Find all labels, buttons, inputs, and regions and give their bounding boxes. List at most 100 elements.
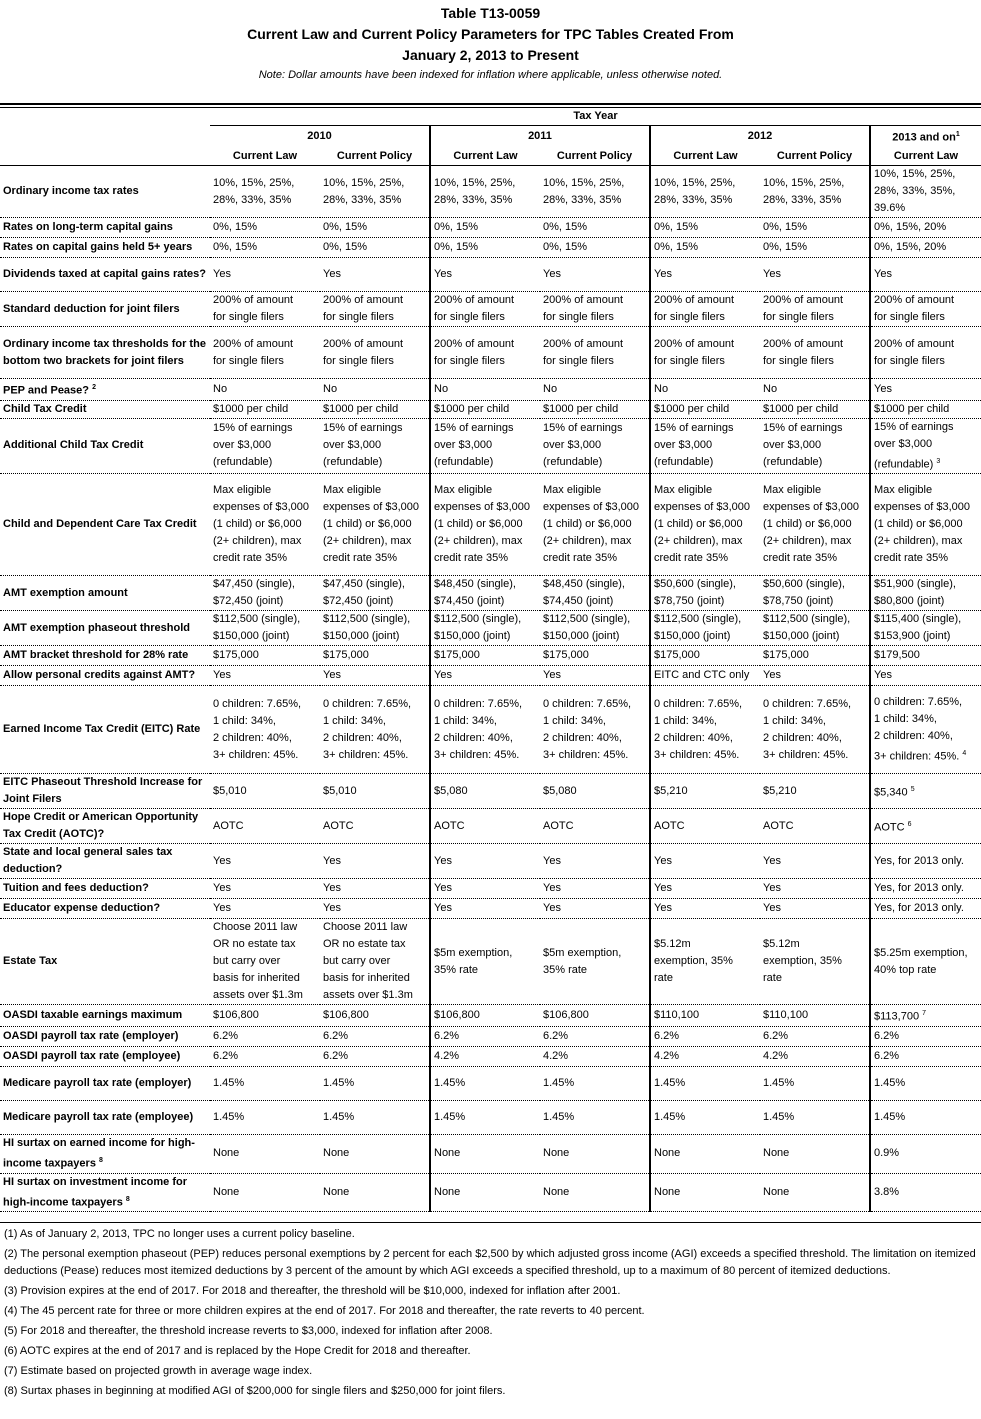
column-header: Current Law xyxy=(868,147,981,166)
table-cell: 0 children: 7.65%, 1 child: 34%, 2 child… xyxy=(649,685,760,775)
year-header: 2013 and on1 xyxy=(868,125,981,148)
table-cell: None xyxy=(320,1173,430,1213)
table-cell: $5,210 xyxy=(760,773,870,810)
table-cell: $5m exemption, 35% rate xyxy=(429,918,540,1006)
table-cell: 10%, 15%, 25%, 28%, 33%, 35% xyxy=(429,165,540,218)
table-cell: $110,100 xyxy=(649,1004,760,1027)
table-cell: None xyxy=(429,1173,540,1213)
table-cell: $1000 per child xyxy=(429,400,540,419)
table-cell: 6.2% xyxy=(760,1026,870,1047)
table-cell: 6.2% xyxy=(210,1026,320,1047)
table-cell: No xyxy=(540,378,650,401)
table-cell: Yes xyxy=(540,665,650,687)
table-cell: 10%, 15%, 25%, 28%, 33%, 35% xyxy=(320,165,430,218)
table-cell: Yes xyxy=(868,665,981,687)
table-cell: 1.45% xyxy=(760,1066,870,1101)
table-row: Hope Credit or American Opportunity Tax … xyxy=(0,808,981,845)
table-row: Allow personal credits against AMT? Yes Ye… xyxy=(0,665,981,687)
table-cell: 6.2% xyxy=(868,1046,981,1067)
table-cell: AOTC xyxy=(760,808,870,845)
column-header: Current Law xyxy=(232,149,298,162)
table-cell: 0%, 15% xyxy=(429,217,540,238)
table-row: AMT exemption phaseout threshold $112,500… xyxy=(0,610,981,647)
table-cell: $5,080 xyxy=(540,773,650,810)
table-note: Note: Dollar amounts have been indexed f… xyxy=(258,69,723,81)
double-rule xyxy=(0,103,981,108)
table-cell: AOTC xyxy=(649,808,760,845)
table-cell: No xyxy=(320,378,430,401)
table-cell: $47,450 (single), $72,450 (joint) xyxy=(210,575,320,612)
table-row: Rates on capital gains held 5+ years 0%, … xyxy=(0,237,981,258)
table-cell: Yes, for 2013 only. xyxy=(868,898,981,920)
row-label: OASDI taxable earnings maximum xyxy=(0,1004,210,1027)
table-cell: Yes xyxy=(649,898,760,920)
row-label: EITC Phaseout Threshold Increase for Joi… xyxy=(0,773,210,810)
table-cell: Yes xyxy=(429,843,540,880)
table-cell: Yes xyxy=(320,665,430,687)
table-cell: AOTC xyxy=(429,808,540,845)
table-cell: 1.45% xyxy=(320,1066,430,1101)
table-cell: 6.2% xyxy=(649,1026,760,1047)
column-header: Current Policy xyxy=(776,149,853,162)
table-row: PEP and Pease? 2 No No No No No No Yes xyxy=(0,378,981,401)
table-row: Estate Tax Choose 2011 law OR no estate t… xyxy=(0,918,981,1006)
table-row: Rates on long-term capital gains 0%, 15% 0… xyxy=(0,217,981,238)
table-cell: 1.45% xyxy=(540,1066,650,1101)
table-row: Dividends taxed at capital gains rates? Y… xyxy=(0,257,981,292)
table-cell: 15% of earnings over $3,000 (refundable)… xyxy=(868,418,981,475)
table-cell: 4.2% xyxy=(760,1046,870,1067)
row-label: Medicare payroll tax rate (employee) xyxy=(0,1100,210,1135)
table-cell: Yes xyxy=(429,257,540,292)
table-cell: 0 children: 7.65%, 1 child: 34%, 2 child… xyxy=(540,685,650,775)
row-label: HI surtax on earned income for high-inco… xyxy=(0,1134,210,1174)
column-header: Current Policy xyxy=(556,149,633,162)
table-row: AMT bracket threshold for 28% rate $175,0… xyxy=(0,645,981,667)
table-cell: $106,800 xyxy=(429,1004,540,1027)
table-row: EITC Phaseout Threshold Increase for Joi… xyxy=(0,773,981,810)
table-cell: 200% of amount for single filers xyxy=(320,326,430,379)
table-cell: $48,450 (single), $74,450 (joint) xyxy=(429,575,540,612)
table-cell: 0%, 15% xyxy=(649,217,760,238)
table-cell: 4.2% xyxy=(540,1046,650,1067)
table-cell: Yes, for 2013 only. xyxy=(868,843,981,880)
table-row: Earned Income Tax Credit (EITC) Rate 0 ch… xyxy=(0,685,981,775)
table-cell: 1.45% xyxy=(210,1066,320,1101)
table-cell: $106,800 xyxy=(320,1004,430,1027)
table-cell: Yes xyxy=(210,878,320,900)
table-cell: AOTC 6 xyxy=(868,808,981,845)
row-label: HI surtax on investment income for high-… xyxy=(0,1173,210,1213)
table-row: Child and Dependent Care Tax Credit Max e… xyxy=(0,473,981,577)
table-cell: 10%, 15%, 25%, 28%, 33%, 35% xyxy=(540,165,650,218)
table-cell: Yes xyxy=(760,665,870,687)
year-header: 2011 xyxy=(429,125,650,148)
table-cell: Yes xyxy=(760,257,870,292)
table-cell: 0.9% xyxy=(868,1134,981,1174)
row-label: PEP and Pease? 2 xyxy=(0,378,210,401)
row-label: Rates on capital gains held 5+ years xyxy=(0,237,210,258)
table-cell: $106,800 xyxy=(540,1004,650,1027)
footnote: (7) Estimate based on projected growth i… xyxy=(4,1365,313,1378)
table-cell: 4.2% xyxy=(429,1046,540,1067)
table-cell: 0%, 15% xyxy=(429,237,540,258)
table-cell: Yes xyxy=(649,257,760,292)
table-cell: 15% of earnings over $3,000 (refundable) xyxy=(320,418,430,475)
table-cell: $106,800 xyxy=(210,1004,320,1027)
table-cell: Yes xyxy=(320,898,430,920)
table-cell: $5.25m exemption, 40% top rate xyxy=(868,918,981,1006)
row-label: OASDI payroll tax rate (employer) xyxy=(0,1026,210,1047)
table-cell: None xyxy=(760,1134,870,1174)
table-cell: 1.45% xyxy=(649,1066,760,1101)
row-label: Standard deduction for joint filers xyxy=(0,291,210,327)
table-cell: 1.45% xyxy=(320,1100,430,1135)
table-cell: $1000 per child xyxy=(210,400,320,419)
row-label: AMT exemption amount xyxy=(0,575,210,612)
table-cell: AOTC xyxy=(210,808,320,845)
row-label: Earned Income Tax Credit (EITC) Rate xyxy=(0,685,210,775)
table-cell: Yes xyxy=(210,257,320,292)
table-cell: None xyxy=(210,1134,320,1174)
table-cell: 200% of amount for single filers xyxy=(649,326,760,379)
table-cell: $112,500 (single), $150,000 (joint) xyxy=(429,610,540,647)
table-cell: 200% of amount for single filers xyxy=(760,326,870,379)
table-cell: $1000 per child xyxy=(540,400,650,419)
table-row: Medicare payroll tax rate (employer) 1.45… xyxy=(0,1066,981,1101)
